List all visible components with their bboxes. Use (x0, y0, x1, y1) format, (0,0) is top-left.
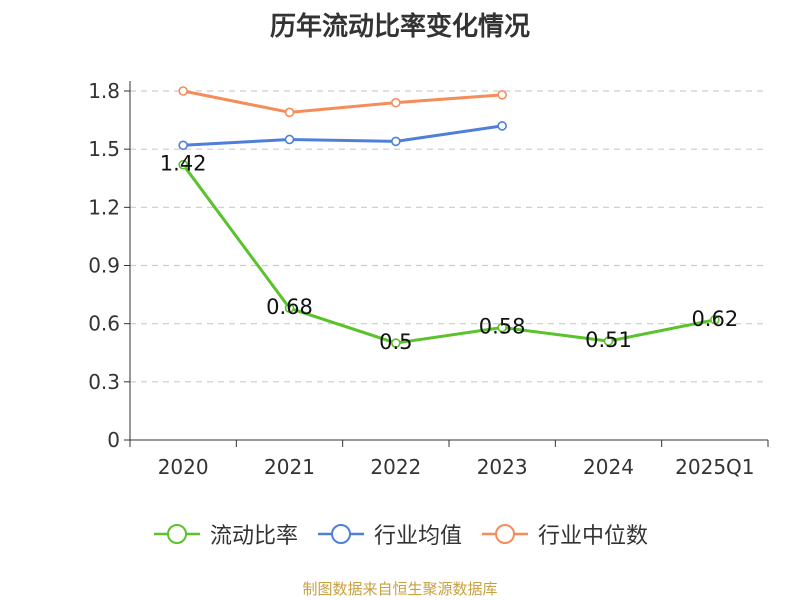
data-point (391, 136, 401, 147)
data-point (391, 338, 401, 348)
data-label: 0.62 (691, 307, 738, 331)
legend-swatch-icon (482, 524, 528, 544)
data-label: 1.42 (160, 152, 207, 176)
series-line (183, 124, 503, 147)
y-tick-label: 0 (107, 428, 120, 452)
data-label: 0.5 (379, 330, 412, 354)
legend-swatch-icon (317, 524, 364, 544)
legend-label: 行业中位数 (538, 524, 649, 549)
data-point (710, 314, 720, 325)
y-tick-label: 0.9 (88, 254, 120, 278)
data-point (178, 86, 188, 96)
series-line (181, 163, 716, 345)
y-tick-label: 1.2 (88, 195, 120, 219)
chart-title: 历年流动比率变化情况 (269, 12, 530, 42)
legend-label: 行业均值 (373, 524, 462, 549)
data-point (178, 140, 188, 151)
y-tick-label: 0.3 (88, 370, 120, 394)
y-tick-label: 0.6 (88, 312, 120, 336)
data-label: 0.68 (266, 295, 313, 319)
x-tick-label: 2024 (583, 455, 634, 479)
legend-label: 流动比率 (209, 524, 298, 549)
y-tick-label: 1.8 (88, 79, 120, 103)
data-point (178, 159, 188, 170)
data-point (284, 107, 295, 118)
x-tick-label: 2021 (264, 455, 315, 479)
x-tick-label: 2020 (158, 455, 209, 479)
legend-item[interactable]: 行业中位数 (480, 518, 648, 550)
data-point (497, 90, 507, 100)
y-tick-label: 1.5 (88, 137, 120, 161)
series-line (182, 89, 503, 114)
data-point (284, 134, 295, 145)
legend-item[interactable]: 流动比率 (152, 518, 298, 550)
data-point (497, 322, 507, 333)
source-note: 制图数据来自恒生聚源数据库 (302, 580, 498, 598)
legend-swatch-icon (153, 524, 200, 544)
data-label: 0.51 (585, 328, 632, 352)
data-point (391, 97, 401, 108)
x-tick-label: 2022 (370, 455, 421, 479)
x-tick-label: 2023 (477, 455, 528, 479)
legend-item[interactable]: 行业均值 (316, 518, 462, 550)
data-point (284, 303, 295, 313)
data-point (603, 336, 614, 346)
x-tick-label: 2025Q1 (675, 455, 754, 479)
legend: 流动比率 行业均值 行业中位数 (0, 518, 800, 550)
data-label: 0.58 (479, 315, 526, 339)
data-point (497, 121, 507, 131)
